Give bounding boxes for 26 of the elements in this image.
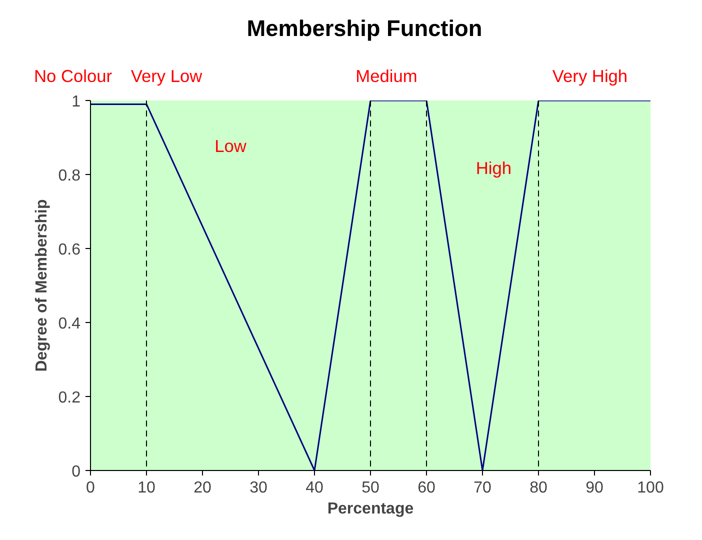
y-axis-title: Degree of Membership [33,199,50,372]
x-tick-label: 90 [586,480,604,496]
x-tick-label: 10 [138,480,156,496]
x-axis-title: Percentage [327,500,414,518]
y-tick-label: 0 [72,464,81,480]
y-tick-label: 0.6 [58,242,81,258]
x-tick-label: 40 [306,480,324,496]
chart-title: Membership Function [246,15,482,41]
x-tick-label: 0 [86,480,96,496]
x-tick-label: 30 [250,480,268,496]
x-tick-label: 50 [362,480,380,496]
text: No Colour [34,66,112,86]
x-tick-label: 60 [418,480,436,496]
x-tick-label: 100 [637,480,664,496]
text: Very High [552,66,628,86]
annotation: High [476,158,512,178]
text: Medium [356,66,418,86]
y-tick-label: 0.2 [58,390,81,406]
x-tick-label: 20 [194,480,212,496]
x-tick-label: 80 [530,480,548,496]
y-tick-label: 0.4 [58,316,81,332]
text: Very Low [130,66,203,86]
annotation: Low [214,136,247,156]
x-tick-label: 70 [474,480,492,496]
y-tick-label: 1 [72,94,81,110]
y-tick-label: 0.8 [58,168,81,184]
